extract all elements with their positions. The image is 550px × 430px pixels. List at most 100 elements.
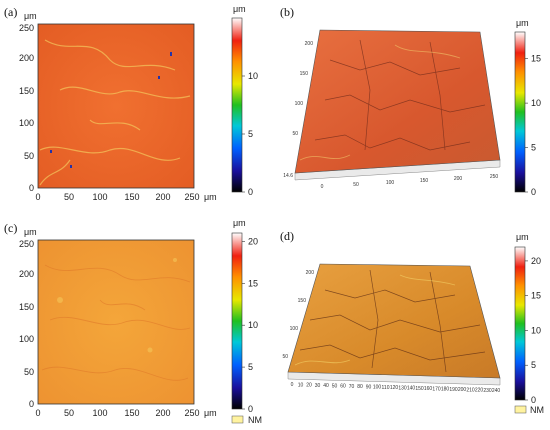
tick-label: 250 <box>490 174 499 180</box>
colorbar-tick-label: 5 <box>531 360 536 370</box>
tick-label: 170 <box>432 386 441 392</box>
panel-c-colorbar-unit: μm <box>233 218 246 228</box>
colorbar-tick-label: 15 <box>531 291 541 301</box>
tick-label: 200 <box>454 176 463 182</box>
tick-label: 0 <box>29 183 34 193</box>
tick-label: 150 <box>298 298 307 304</box>
tick-label: 190 <box>449 387 458 393</box>
panel-b: (b) 0 50 100 150 200 250 50 100 150 200 <box>280 5 541 197</box>
tick-label: 200 <box>306 270 315 276</box>
tick-label: 250 <box>184 192 199 202</box>
panel-c: (c) μm 0 50 100 150 200 250 μm 0 50 100 … <box>4 218 262 425</box>
tick-label: 150 <box>124 408 139 418</box>
panel-label-d: (d) <box>280 229 294 243</box>
panel-b-y-ticks: 50 100 150 200 14.6 <box>283 41 313 179</box>
panel-b-colorbar <box>514 31 526 193</box>
tick-label: 70 <box>349 384 355 390</box>
tick-label: 150 <box>300 71 309 77</box>
panel-c-surface-map <box>37 239 195 405</box>
tick-label: 200 <box>458 387 467 393</box>
panel-c-y-unit: μm <box>24 227 37 237</box>
tick-label: 50 <box>353 182 359 188</box>
tick-label: 200 <box>305 41 314 47</box>
tick-label: 250 <box>184 408 199 418</box>
tick-label: 130 <box>398 385 407 391</box>
panel-a-y-unit: μm <box>24 11 37 21</box>
tick-label: 10 <box>298 382 304 388</box>
colorbar-tick-label: 0 <box>531 395 536 405</box>
panel-b-colorbar-unit: μm <box>516 18 529 28</box>
panel-a-x-ticks: 0 50 100 150 200 250 μm <box>35 192 216 202</box>
tick-label: 40 <box>323 383 329 389</box>
panel-b-colorbar-ticks: 0 5 10 15 <box>525 54 541 197</box>
tick-label: 50 <box>64 408 74 418</box>
colorbar-tick-label: 10 <box>248 320 258 330</box>
tick-label: 50 <box>332 383 338 389</box>
tick-label: 100 <box>92 192 107 202</box>
tick-label: 200 <box>155 192 170 202</box>
panel-label-b: (b) <box>280 5 294 19</box>
tick-label: 50 <box>24 367 34 377</box>
panel-b-x-ticks: 0 50 100 150 200 250 <box>321 174 499 190</box>
panel-c-x-ticks: 0 50 100 150 200 250 μm <box>35 408 216 418</box>
panel-d-colorbar-unit: μm <box>516 232 529 242</box>
tick-label: 150 <box>420 178 429 184</box>
tick-label: 160 <box>424 386 433 392</box>
tick-label: 100 <box>373 385 382 391</box>
panel-d-cracks <box>299 269 486 373</box>
tick-label: 0 <box>321 184 324 190</box>
tick-label: 200 <box>155 408 170 418</box>
tick-label: 60 <box>340 384 346 390</box>
tick-label: 150 <box>19 86 34 96</box>
tick-label: 30 <box>315 383 321 389</box>
tick-label: 0 <box>29 399 34 409</box>
tick-label: 250 <box>19 239 34 249</box>
tick-label: 150 <box>19 302 34 312</box>
colorbar-tick-label: 0 <box>531 187 536 197</box>
panel-c-x-unit: μm <box>204 408 217 418</box>
tick-label: 120 <box>390 385 399 391</box>
panel-c-legend-label: NM <box>248 415 262 425</box>
tick-label: 110 <box>382 385 390 391</box>
tick-label: 100 <box>295 101 304 107</box>
panel-d-colorbar-ticks: 0 5 10 15 20 <box>525 256 541 405</box>
colorbar-tick-label: 10 <box>531 325 541 335</box>
tick-label: 200 <box>19 269 34 279</box>
panel-label-c: (c) <box>4 221 17 235</box>
panel-a-pits <box>50 52 172 168</box>
colorbar-tick-label: 20 <box>531 256 541 266</box>
panel-d-surface-3d <box>287 263 501 379</box>
tick-label: 90 <box>366 384 372 390</box>
panel-a-colorbar-unit: μm <box>233 4 246 14</box>
panel-a: (a) μm 0 50 100 150 200 250 μm 0 50 100 … <box>4 4 258 202</box>
tick-label: 50 <box>64 192 74 202</box>
tick-label: 0 <box>291 382 294 388</box>
tick-label: 220 <box>475 388 484 394</box>
tick-label: 0 <box>35 408 40 418</box>
panel-d-highlights <box>294 274 456 366</box>
colorbar-tick-label: 5 <box>248 362 253 372</box>
colorbar-tick-label: 0 <box>248 187 253 197</box>
panel-label-a: (a) <box>4 5 17 19</box>
tick-label: 100 <box>92 408 107 418</box>
panel-d-colorbar <box>514 246 526 401</box>
panel-a-colorbar <box>231 17 243 193</box>
panel-c-colorbar-ticks: 0 5 10 15 20 <box>242 236 258 414</box>
panel-a-x-unit: μm <box>204 192 217 202</box>
panel-a-surface-map <box>37 23 195 189</box>
tick-label: 140 <box>407 386 416 392</box>
tick-label: 0 <box>35 192 40 202</box>
tick-label: 250 <box>19 23 34 33</box>
tick-label: 100 <box>19 118 34 128</box>
panel-d-legend-label: NM <box>530 405 544 415</box>
tick-label: 200 <box>19 53 34 63</box>
panel-d-y-ticks: 50 100 150 200 <box>282 270 314 360</box>
tick-label: 20 <box>306 383 312 389</box>
panel-a-texture <box>39 39 191 186</box>
tick-label: 230 <box>483 388 492 394</box>
tick-label: 50 <box>292 131 298 137</box>
panel-c-texture <box>41 264 191 381</box>
colorbar-tick-label: 5 <box>531 143 536 153</box>
colorbar-tick-label: 10 <box>531 98 541 108</box>
